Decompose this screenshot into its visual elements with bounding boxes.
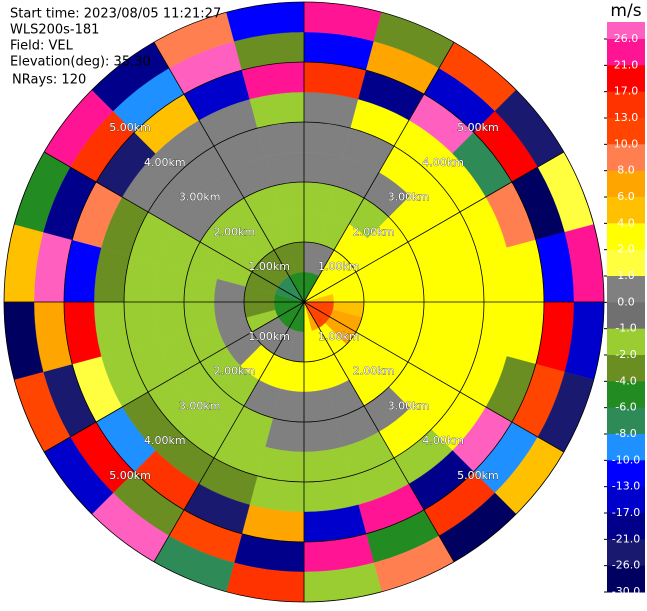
colorbar-tick-label: 8.0 <box>617 164 635 177</box>
colorbar-segment <box>607 355 645 382</box>
spoke <box>153 301 305 563</box>
header-line: Elevation(deg): 35.30 <box>10 55 151 70</box>
colorbar-segment <box>607 565 645 593</box>
colorbar-segment <box>607 539 645 567</box>
header-line: WLS200s-181 <box>10 23 99 38</box>
spoke <box>303 151 565 303</box>
range-ring-label: 3.00km <box>179 399 221 412</box>
colorbar-segment <box>607 302 645 330</box>
colorbar-tick-label: -21.0 <box>612 532 640 545</box>
spoke <box>43 301 305 453</box>
velocity-cell <box>303 446 351 483</box>
colorbar-segment <box>607 39 645 66</box>
spoke <box>153 41 305 303</box>
range-ring <box>123 121 485 483</box>
range-ring-label: 1.00km <box>318 260 360 273</box>
velocity-cell <box>257 121 305 158</box>
spoke <box>303 41 455 303</box>
colorbar: 26.0 21.0 17.0 13.0 10.0 8.0 6.0 4.0 2.0 1.0 0.0 -1… <box>604 1 645 598</box>
colorbar-segment <box>607 460 645 488</box>
velocity-cell <box>448 255 485 303</box>
ring-labels: 1.00km 1.00km 1.00km 1.00km 2.00km 2.00km 2.00… <box>109 121 499 482</box>
colorbar-tick-label: -1.0 <box>615 322 636 335</box>
colorbar-tick-label: -13.0 <box>612 480 640 493</box>
velocity-cell <box>123 255 160 303</box>
colorbar-tick-label: -30.0 <box>612 585 640 598</box>
header: Start time: 2023/08/05 11:21:27WLS200s-1… <box>10 7 221 88</box>
colorbar-tick-label: -17.0 <box>612 506 640 519</box>
colorbar-segment <box>607 328 645 356</box>
colorbar-segment <box>607 249 645 277</box>
range-ring-label: 4.00km <box>422 434 464 447</box>
colorbar-tick-label: 0.0 <box>617 295 635 308</box>
range-ring-label: 4.00km <box>144 156 186 169</box>
range-ring <box>243 241 365 363</box>
colorbar-tick-label: 2.0 <box>617 243 635 256</box>
colorbar-unit: m/s <box>610 1 641 21</box>
colorbar-tick-label: 13.0 <box>614 111 639 124</box>
range-ring-label: 5.00km <box>109 469 151 482</box>
colorbar-tick-label: 26.0 <box>614 32 639 45</box>
colorbar-tick-label: 1.0 <box>617 269 635 282</box>
colorbar-segment <box>607 486 645 514</box>
velocity-cell <box>257 446 305 483</box>
range-ring-label: 1.00km <box>248 260 290 273</box>
range-ring-label: 3.00km <box>388 399 430 412</box>
spoke <box>303 301 455 563</box>
colorbar-segment <box>607 407 645 435</box>
range-ring-label: 5.00km <box>457 121 499 134</box>
colorbar-segment <box>607 223 645 251</box>
velocity-field <box>3 1 605 603</box>
header-line: Field: VEL <box>10 39 74 54</box>
spoke <box>43 151 305 303</box>
velocity-cell <box>448 301 485 349</box>
colorbar-tick-label: -26.0 <box>612 559 640 572</box>
range-ring-label: 2.00km <box>214 225 256 238</box>
colorbar-segment <box>607 91 645 119</box>
range-ring-label: 3.00km <box>179 191 221 204</box>
range-ring-label: 3.00km <box>388 191 430 204</box>
colorbar-segment <box>607 65 645 93</box>
colorbar-segment <box>607 118 645 145</box>
colorbar-tick-label: -8.0 <box>615 427 636 440</box>
velocity-cell <box>303 121 351 158</box>
colorbar-tick-label: -6.0 <box>615 401 636 414</box>
range-ring-label: 2.00km <box>353 225 395 238</box>
range-ring-label: 4.00km <box>422 156 464 169</box>
colorbar-tick-label: -4.0 <box>615 374 636 387</box>
range-ring-label: 4.00km <box>144 434 186 447</box>
polar-grid <box>3 1 605 603</box>
colorbar-segment <box>607 276 645 303</box>
colorbar-tick-label: 6.0 <box>617 190 635 203</box>
colorbar-tick-label: 4.0 <box>617 216 635 229</box>
range-ring-label: 5.00km <box>109 121 151 134</box>
velocity-cell <box>123 301 160 349</box>
spoke <box>303 301 565 453</box>
colorbar-segment <box>607 170 645 198</box>
colorbar-segment <box>607 197 645 224</box>
colorbar-tick-label: -10.0 <box>612 453 640 466</box>
colorbar-tick-label: -2.0 <box>615 348 636 361</box>
colorbar-segment <box>607 513 645 540</box>
colorbar-tick-label: 10.0 <box>614 137 639 150</box>
range-ring <box>183 181 425 423</box>
colorbar-segment <box>607 22 645 39</box>
range-ring-label: 1.00km <box>318 330 360 343</box>
header-line: Start time: 2023/08/05 11:21:27 <box>10 7 221 22</box>
colorbar-segment <box>607 434 645 461</box>
range-ring-label: 2.00km <box>214 365 256 378</box>
colorbar-tick-label: 17.0 <box>614 85 639 98</box>
colorbar-tick-label: 21.0 <box>614 58 639 71</box>
header-line: NRays: 120 <box>12 73 86 88</box>
range-ring-label: 5.00km <box>457 469 499 482</box>
range-ring-label: 1.00km <box>248 330 290 343</box>
colorbar-segment <box>607 144 645 172</box>
range-ring <box>63 61 545 543</box>
colorbar-segment <box>607 381 645 409</box>
range-ring-label: 2.00km <box>353 365 395 378</box>
